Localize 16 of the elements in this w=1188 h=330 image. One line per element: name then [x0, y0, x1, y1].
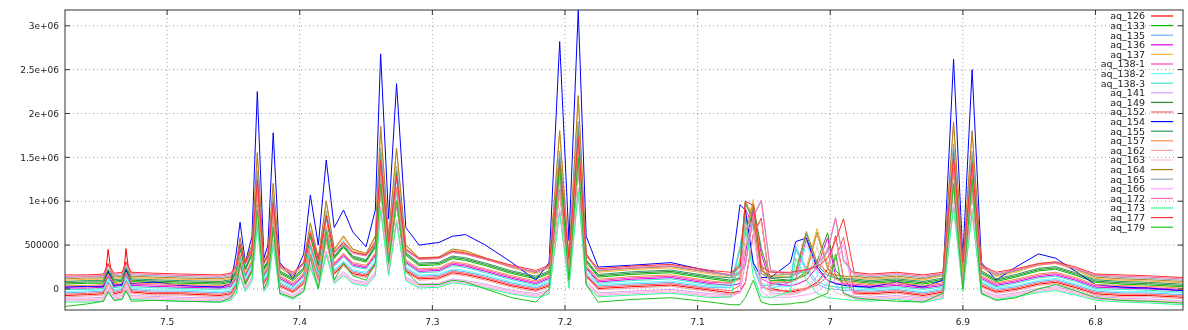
x-tick-label: 6.9 — [955, 317, 971, 327]
y-tick-label: 500000 — [24, 240, 60, 251]
x-tick-label: 7.5 — [159, 317, 175, 327]
y-tick-label: 2.5e+06 — [20, 64, 60, 75]
y-tick-label: 3e+06 — [28, 20, 60, 31]
y-tick-label: 1e+06 — [28, 196, 60, 207]
y-tick-label: 1.5e+06 — [20, 152, 60, 163]
x-tick-label: 6.8 — [1088, 317, 1103, 327]
x-tick-label: 7.1 — [690, 317, 705, 327]
x-tick-label: 7.4 — [292, 317, 308, 327]
legend-label: aq_126 — [1110, 10, 1145, 22]
x-tick-label: 7.3 — [425, 317, 440, 327]
x-tick-label: 7 — [827, 317, 834, 327]
y-tick-label: 0 — [53, 284, 60, 295]
x-tick-label: 7.2 — [557, 317, 573, 327]
y-tick-label: 2e+06 — [28, 108, 60, 119]
